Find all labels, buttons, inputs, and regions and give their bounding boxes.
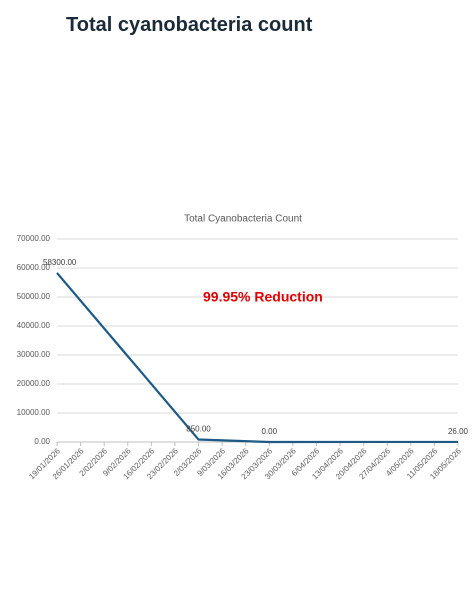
- y-tick-label: 0.00: [34, 437, 50, 446]
- data-label: 850.00: [186, 425, 211, 434]
- y-tick-label: 10000.00: [17, 408, 51, 417]
- annotation: 99.95% Reduction: [203, 289, 323, 305]
- y-tick-label: 70000.00: [17, 234, 51, 243]
- y-tick-label: 40000.00: [17, 321, 51, 330]
- chart-title: Total Cyanobacteria Count: [184, 214, 302, 225]
- data-label: 26.00: [448, 427, 469, 436]
- y-tick-label: 60000.00: [17, 263, 51, 272]
- y-tick-label: 20000.00: [17, 379, 51, 388]
- data-label: 58300.00: [43, 258, 77, 267]
- heading: Total cyanobacteria count: [66, 14, 313, 36]
- y-tick-label: 30000.00: [17, 350, 51, 359]
- y-tick-label: 50000.00: [17, 292, 51, 301]
- data-label: 0.00: [262, 427, 278, 436]
- line: [56, 272, 459, 444]
